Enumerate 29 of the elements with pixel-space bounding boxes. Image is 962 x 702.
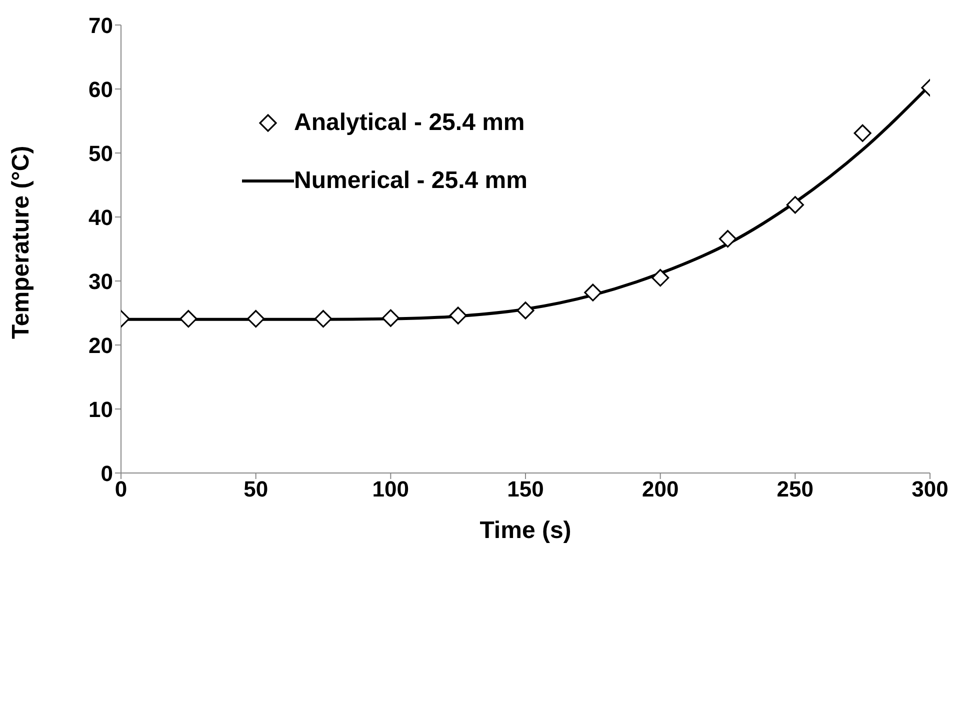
point xyxy=(584,284,602,302)
point xyxy=(180,310,198,328)
y-axis-title: Temperature (°C) xyxy=(8,146,35,339)
y-tick-label: 0 xyxy=(100,460,113,486)
legend-label: Numerical - 25.4 mm xyxy=(294,167,528,195)
point xyxy=(854,124,872,142)
y-tick-label: 40 xyxy=(88,204,113,230)
point xyxy=(786,196,804,214)
y-tick-label: 50 xyxy=(88,140,113,166)
x-axis-title: Time (s) xyxy=(480,517,572,544)
x-tick-label: 150 xyxy=(507,476,544,502)
x-tick-label: 200 xyxy=(642,476,679,502)
x-tick-label: 50 xyxy=(244,476,268,502)
point xyxy=(247,310,265,328)
y-tick-label: 60 xyxy=(88,76,113,102)
legend-label: Analytical - 25.4 mm xyxy=(294,109,525,137)
y-tick-label: 70 xyxy=(88,12,113,38)
point xyxy=(382,309,400,327)
point xyxy=(718,230,737,248)
x-tick-label: 100 xyxy=(372,476,410,502)
point xyxy=(516,302,534,320)
y-tick-label: 10 xyxy=(88,396,113,422)
x-tick-label: 250 xyxy=(776,476,814,502)
point xyxy=(449,306,467,324)
y-tick-label: 30 xyxy=(88,268,113,294)
point xyxy=(314,310,332,328)
y-tick-label: 20 xyxy=(88,332,113,358)
point xyxy=(652,269,670,287)
x-tick-label: 300 xyxy=(912,476,948,502)
